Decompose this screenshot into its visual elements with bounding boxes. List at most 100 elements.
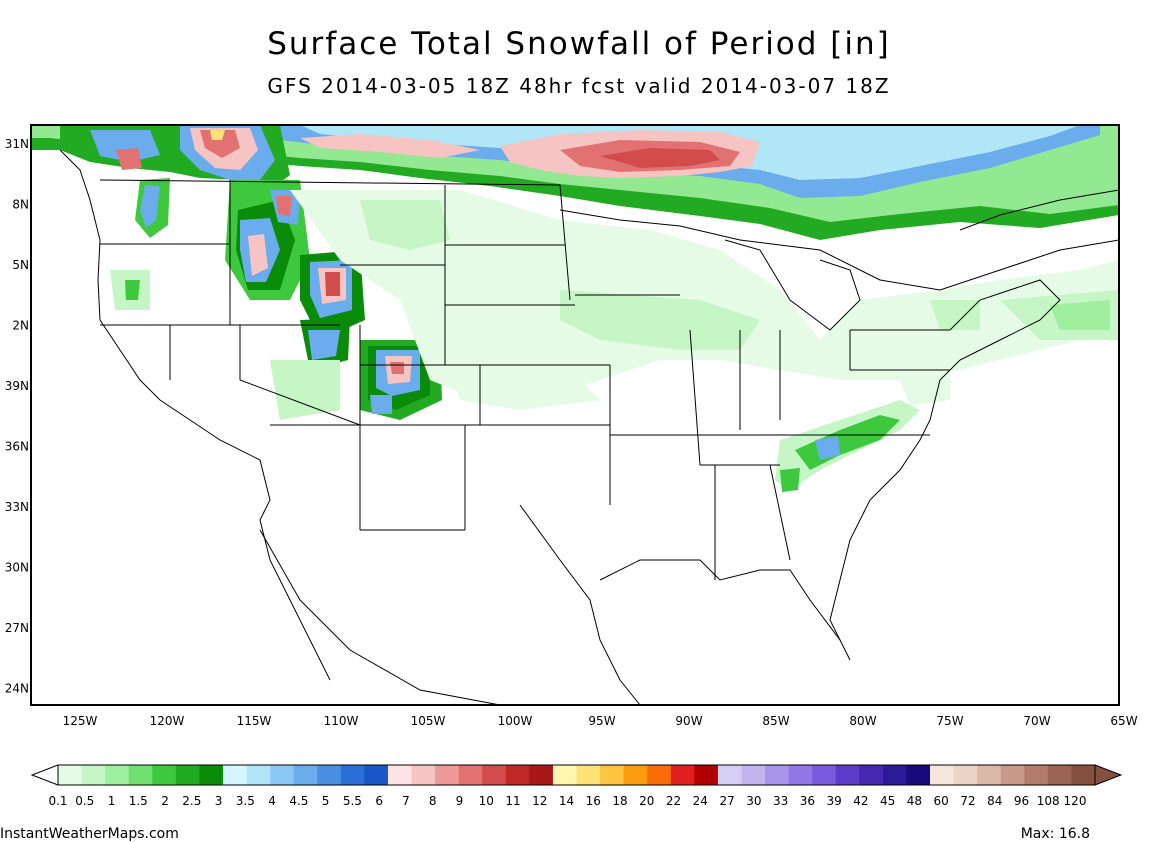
map-frame — [30, 124, 1120, 706]
lat-label: 33N — [5, 500, 29, 514]
lat-label: 27N — [5, 621, 29, 635]
max-value: Max: 16.8 — [1020, 826, 1090, 842]
legend-label: 0.5 — [75, 794, 94, 808]
snowfall-shading — [31, 125, 1119, 492]
lon-label: 100W — [498, 714, 533, 728]
legend-label: 4 — [268, 794, 276, 808]
legend-swatch — [175, 765, 200, 785]
latitude-axis-labels: 31N 8N 5N 2N 39N 36N 33N 30N 27N 24N — [5, 137, 29, 696]
legend-swatch — [435, 765, 460, 785]
legend-label: 14 — [559, 794, 574, 808]
legend-label: 7 — [402, 794, 410, 808]
legend-swatch — [741, 765, 766, 785]
legend-swatch — [293, 765, 318, 785]
legend-label: 3.5 — [236, 794, 255, 808]
legend-swatch — [930, 765, 955, 785]
legend-swatch — [977, 765, 1002, 785]
legend-swatch — [222, 765, 248, 785]
legend-label: 1.5 — [129, 794, 148, 808]
legend-swatch — [152, 765, 177, 785]
legend-swatch — [1000, 765, 1025, 785]
legend-swatch — [1071, 765, 1096, 785]
legend-label: 3 — [215, 794, 223, 808]
legend-label: 2.5 — [182, 794, 201, 808]
lon-label: 85W — [762, 714, 789, 728]
legend-swatch — [270, 765, 295, 785]
legend-label: 20 — [639, 794, 654, 808]
longitude-axis-labels: 125W 120W 115W 110W 105W 100W 95W 90W 85W 80W 75W 7… — [63, 714, 1138, 728]
legend-swatch — [953, 765, 978, 785]
legend-swatch — [647, 765, 672, 785]
legend-swatch — [340, 765, 365, 785]
legend-swatch — [623, 765, 648, 785]
lon-label: 75W — [936, 714, 963, 728]
legend-label: 5.5 — [343, 794, 362, 808]
legend-swatch — [906, 765, 931, 785]
lat-label: 24N — [5, 682, 29, 696]
legend-label: 36 — [800, 794, 815, 808]
legend-label: 108 — [1037, 794, 1060, 808]
lat-label: 39N — [5, 379, 29, 393]
legend-swatch — [788, 765, 813, 785]
lat-label: 2N — [12, 319, 29, 333]
legend-label: 9 — [456, 794, 464, 808]
legend-label: 6 — [375, 794, 383, 808]
lon-label: 90W — [675, 714, 702, 728]
lat-label: 8N — [12, 198, 29, 212]
legend-swatch — [882, 765, 907, 785]
legend-swatch — [600, 765, 625, 785]
legend-swatch — [1047, 765, 1072, 785]
lon-label: 125W — [63, 714, 98, 728]
legend-swatch — [128, 765, 153, 785]
legend-label: 22 — [666, 794, 681, 808]
color-legend: 0.1 0.5 1 1.5 2 2.5 3 3.5 4 4.5 5 5.5 6 7 8 9 10 11 12 14 16… — [30, 764, 1123, 808]
legend-label: 27 — [719, 794, 734, 808]
lon-label: 120W — [150, 714, 185, 728]
legend-swatch — [670, 765, 695, 785]
legend-swatch — [1024, 765, 1049, 785]
lon-label: 105W — [411, 714, 446, 728]
legend-label: 39 — [826, 794, 841, 808]
legend-label: 33 — [773, 794, 788, 808]
source-credit: InstantWeatherMaps.com — [0, 826, 179, 842]
legend-swatch — [411, 765, 436, 785]
legend-label: 16 — [586, 794, 601, 808]
legend-swatch — [505, 765, 530, 785]
legend-label: 24 — [693, 794, 708, 808]
lat-label: 5N — [12, 258, 29, 272]
lon-label: 70W — [1023, 714, 1050, 728]
legend-swatch — [458, 765, 483, 785]
legend-swatch — [482, 765, 507, 785]
legend-label: 72 — [960, 794, 975, 808]
legend-label: 30 — [746, 794, 761, 808]
legend-label: 4.5 — [289, 794, 308, 808]
legend-label: 12 — [532, 794, 547, 808]
legend-swatch — [552, 765, 577, 785]
legend-swatch — [694, 765, 719, 785]
legend-swatch — [105, 765, 130, 785]
legend-swatch — [81, 765, 106, 785]
lon-label: 80W — [849, 714, 876, 728]
legend-right-arrow — [1094, 764, 1123, 786]
lat-label: 30N — [5, 561, 29, 575]
legend-label: 120 — [1064, 794, 1087, 808]
legend-label: 96 — [1014, 794, 1029, 808]
lon-label: 65W — [1110, 714, 1137, 728]
legend-swatch — [859, 765, 884, 785]
lon-label: 115W — [237, 714, 272, 728]
legend-label: 2 — [161, 794, 169, 808]
legend-swatch — [812, 765, 837, 785]
legend-swatch — [58, 765, 83, 785]
lon-label: 95W — [588, 714, 615, 728]
legend-swatch — [246, 765, 271, 785]
legend-label: 45 — [880, 794, 895, 808]
lat-label: 36N — [5, 440, 29, 454]
legend-left-arrow — [30, 764, 59, 786]
legend-swatch — [364, 765, 389, 785]
legend-swatch — [835, 765, 860, 785]
legend-label: 11 — [505, 794, 520, 808]
legend-swatch — [576, 765, 601, 785]
legend-label: 18 — [612, 794, 627, 808]
legend-swatch — [199, 765, 224, 785]
